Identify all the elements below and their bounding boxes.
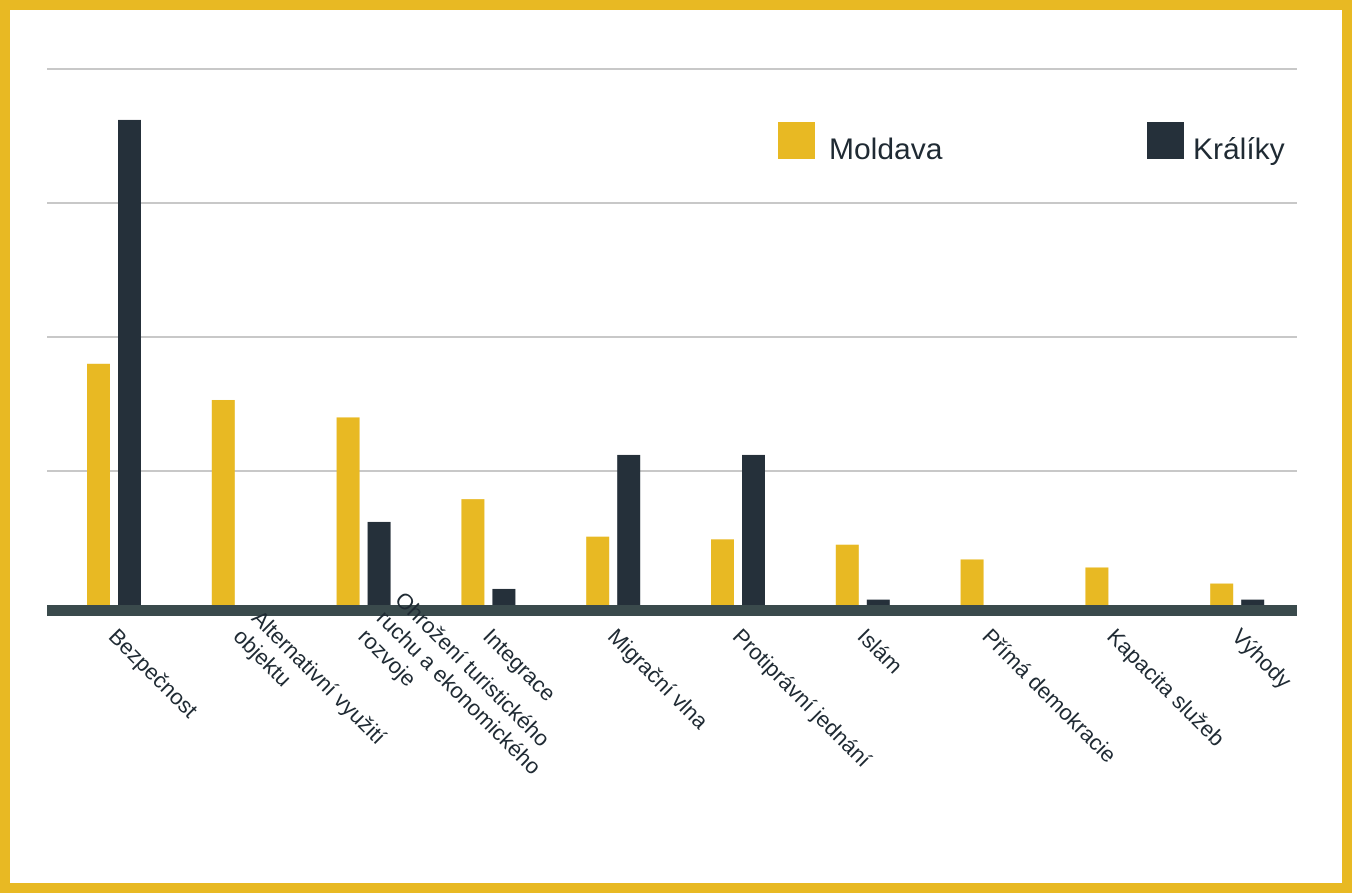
x-tick-label: Výhody xyxy=(1227,624,1297,694)
bar-moldava xyxy=(461,499,485,605)
bar-kraliky xyxy=(492,588,516,605)
gridlines xyxy=(47,68,1297,472)
legend: Moldava Králíky xyxy=(778,122,1285,166)
bar-kraliky xyxy=(617,454,641,605)
legend-label-kraliky: Králíky xyxy=(1193,133,1285,166)
x-tick-label: Přímá demokracie xyxy=(977,624,1121,768)
bar-kraliky xyxy=(367,521,391,605)
x-tick-label-line: Výhody xyxy=(1227,624,1297,694)
x-tick-label-line: Islám xyxy=(853,624,908,679)
x-tick-label: Migrační vlna xyxy=(603,624,714,735)
legend-label-moldava: Moldava xyxy=(829,133,943,166)
x-tick-label-line: Přímá demokracie xyxy=(977,624,1121,768)
x-tick-labels: Bezpečnost Alternativní využitíobjektu Ohr… xyxy=(104,587,1297,780)
bar-kraliky xyxy=(118,119,141,606)
bar-moldava xyxy=(211,399,235,605)
bars xyxy=(87,119,1265,606)
x-tick-label-line: ruchu a ekonomického xyxy=(372,605,546,779)
bar-moldava xyxy=(336,417,360,605)
bar-moldava xyxy=(960,559,984,605)
bar-moldava xyxy=(1085,567,1109,605)
x-tick-label: Kapacita služeb xyxy=(1102,624,1230,752)
x-tick-label: Bezpečnost xyxy=(104,624,203,723)
legend-swatch-moldava xyxy=(778,122,815,159)
x-tick-label-line: Migrační vlna xyxy=(603,624,714,735)
bar-moldava xyxy=(87,363,110,605)
x-tick-label: Islám xyxy=(853,624,908,679)
bar-moldava xyxy=(711,539,734,605)
legend-swatch-kraliky xyxy=(1147,122,1184,159)
bar-kraliky xyxy=(1241,599,1265,605)
bar-moldava xyxy=(835,544,859,605)
bar-kraliky xyxy=(866,599,890,605)
bar-kraliky xyxy=(742,454,765,605)
bar-moldava xyxy=(586,536,610,605)
bar-moldava xyxy=(1210,583,1234,605)
x-tick-label-line: Protiprávní jednání xyxy=(728,624,876,772)
x-tick-label-line: Bezpečnost xyxy=(104,624,203,723)
x-tick-label-line: Kapacita služeb xyxy=(1102,624,1230,752)
x-tick-label: Protiprávní jednání xyxy=(728,624,876,772)
x-axis-baseline xyxy=(47,605,1297,616)
